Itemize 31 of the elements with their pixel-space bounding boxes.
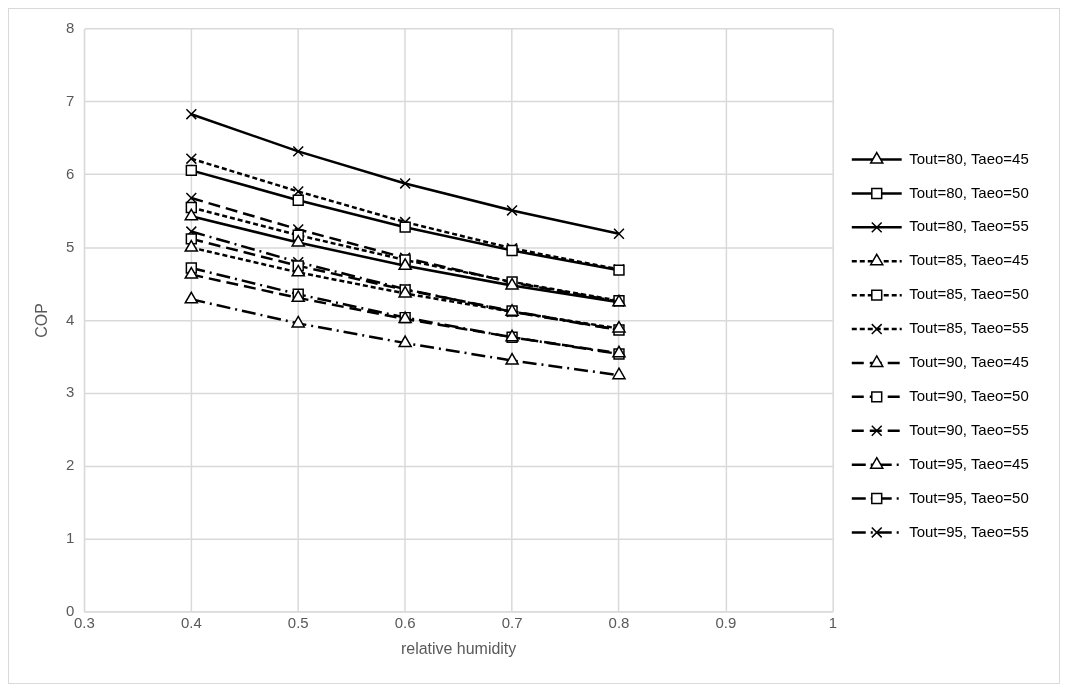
y-tick-label: 5: [66, 237, 75, 255]
legend-label: Tout=80, Taeo=50: [909, 183, 1029, 201]
x-tick-label: 1: [828, 614, 837, 632]
legend-label: Tout=85, Taeo=45: [909, 251, 1029, 269]
x-tick-label: 0.8: [608, 614, 630, 632]
legend-label: Tout=80, Taeo=55: [909, 217, 1029, 235]
y-tick-label: 8: [66, 19, 75, 37]
legend-label: Tout=90, Taeo=45: [909, 353, 1029, 371]
y-tick-label: 3: [66, 383, 75, 401]
x-tick-label: 0.4: [180, 614, 202, 632]
y-tick-label: 6: [66, 164, 75, 182]
legend-label: Tout=95, Taeo=50: [909, 488, 1029, 506]
y-tick-label: 1: [66, 529, 75, 547]
y-tick-label: 0: [66, 602, 75, 620]
y-tick-label: 4: [66, 310, 75, 328]
legend-label: Tout=85, Taeo=50: [909, 285, 1029, 303]
legend-label: Tout=90, Taeo=50: [909, 386, 1029, 404]
legend-label: Tout=80, Taeo=45: [909, 149, 1029, 167]
x-tick-label: 0.6: [394, 614, 416, 632]
y-tick-label: 2: [66, 456, 75, 474]
legend-label: Tout=90, Taeo=55: [909, 420, 1029, 438]
legend-label: Tout=85, Taeo=55: [909, 319, 1029, 337]
y-axis-title: COP: [32, 303, 50, 338]
y-tick-label: 7: [66, 91, 75, 109]
legend-label: Tout=95, Taeo=55: [909, 522, 1029, 540]
x-tick-label: 0.3: [73, 614, 95, 632]
x-tick-label: 0.5: [287, 614, 309, 632]
x-tick-label: 0.9: [715, 614, 737, 632]
x-tick-label: 0.7: [501, 614, 523, 632]
legend-label: Tout=95, Taeo=45: [909, 454, 1029, 472]
x-axis-title: relative humidity: [400, 639, 517, 657]
